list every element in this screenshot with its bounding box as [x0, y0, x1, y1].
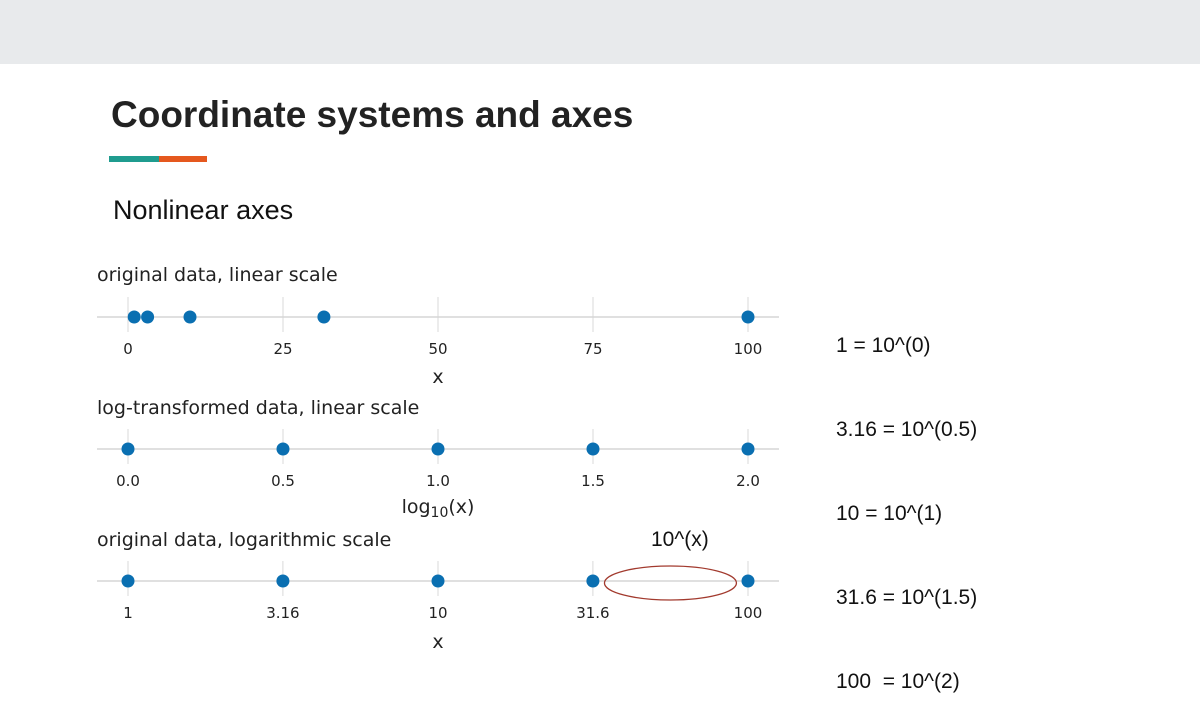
data-point [121, 442, 135, 456]
tick-label: 31.6 [576, 604, 609, 622]
data-point [121, 574, 135, 588]
annotation-label: 10^(x) [651, 528, 709, 551]
data-point [586, 442, 600, 456]
tick-label: 1.0 [426, 472, 450, 490]
note-line: 1 = 10^(0) [836, 334, 931, 357]
note-line: 100 = 10^(2) [836, 670, 960, 693]
tick-label: 0.0 [116, 472, 140, 490]
data-point [431, 442, 445, 456]
data-point [276, 574, 290, 588]
top-band [0, 0, 1200, 64]
data-point [183, 310, 197, 324]
panel-title: original data, logarithmic scale [97, 529, 391, 551]
tick-label: 75 [583, 340, 602, 358]
axis-label: x [432, 366, 443, 388]
tick-label: 10 [428, 604, 447, 622]
data-point [317, 310, 331, 324]
note-line: 3.16 = 10^(0.5) [836, 418, 978, 441]
panel-title: log-transformed data, linear scale [97, 397, 419, 419]
tick-label: 1 [123, 604, 133, 622]
data-point [276, 442, 290, 456]
tick-label: 50 [428, 340, 447, 358]
slide-title: Coordinate systems and axes [111, 94, 634, 135]
data-point [431, 574, 445, 588]
title-accent-orange [159, 156, 207, 162]
tick-label: 3.16 [266, 604, 299, 622]
panel-title: original data, linear scale [97, 264, 338, 286]
axis-label: x [432, 631, 443, 653]
data-point [741, 574, 755, 588]
tick-label: 100 [734, 340, 763, 358]
title-accent-teal [109, 156, 159, 162]
tick-label: 1.5 [581, 472, 605, 490]
data-point [741, 310, 755, 324]
axis-label: log10(x) [402, 496, 475, 521]
data-point [586, 574, 600, 588]
tick-label: 2.0 [736, 472, 760, 490]
slide-subtitle: Nonlinear axes [113, 195, 294, 225]
data-point [127, 310, 141, 324]
tick-label: 25 [273, 340, 292, 358]
power-notes: 1 = 10^(0) 3.16 = 10^(0.5) 10 = 10^(1) 3… [836, 276, 977, 724]
tick-label: 0 [123, 340, 133, 358]
tick-label: 0.5 [271, 472, 295, 490]
note-line: 31.6 = 10^(1.5) [836, 586, 978, 609]
annotation-ellipse [603, 565, 738, 601]
data-point [741, 442, 755, 456]
data-point [141, 310, 155, 324]
tick-label: 100 [734, 604, 763, 622]
note-line: 10 = 10^(1) [836, 502, 943, 525]
